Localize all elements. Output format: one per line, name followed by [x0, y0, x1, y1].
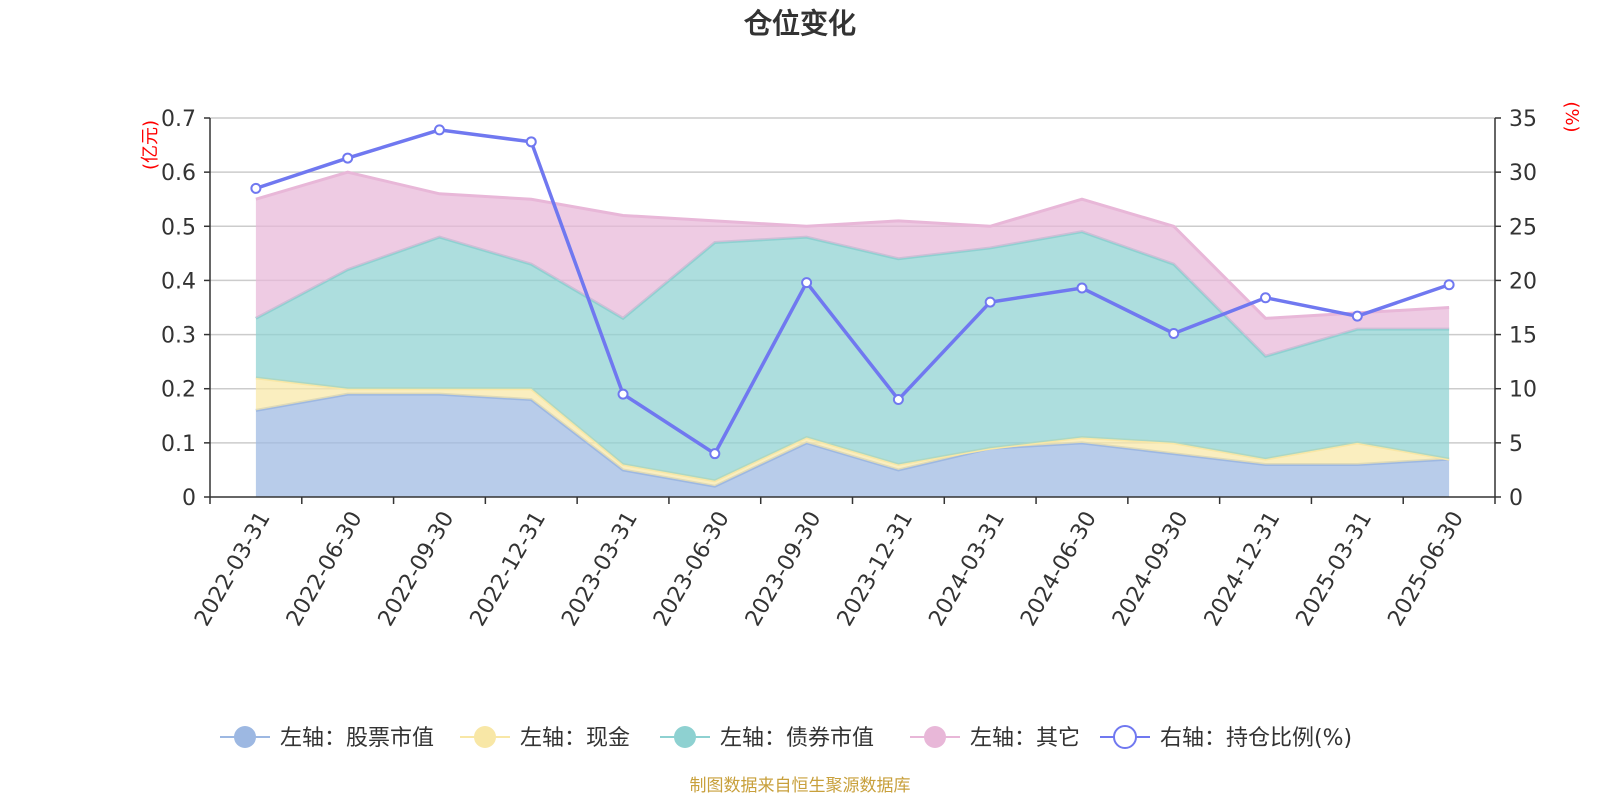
legend-item-5[interactable]: 右轴：持仓比例(%) [1100, 725, 1352, 751]
area-series-3[interactable] [255, 231, 1450, 481]
left-tick-label: 0.5 [161, 215, 196, 240]
left-tick-label: 0.7 [161, 107, 196, 132]
legend[interactable]: 左轴：股票市值 左轴：现金 左轴：债券市值 左轴：其它 右轴：持仓比例(%) [220, 725, 1352, 751]
x-tick-label: 2022-09-30 [374, 507, 460, 630]
legend-label: 左轴：债券市值 [720, 726, 874, 751]
x-tick-label: 2023-06-30 [649, 507, 735, 630]
x-tick-label: 2024-03-31 [924, 507, 1010, 630]
area-series-1[interactable] [255, 394, 1450, 497]
x-tick-label: 2022-06-30 [282, 507, 368, 630]
right-tick-label: 5 [1509, 432, 1523, 457]
left-tick-label: 0 [182, 486, 196, 511]
ratio-point[interactable] [433, 124, 445, 136]
x-tick-label: 2024-12-31 [1200, 507, 1286, 630]
legend-label: 左轴：其它 [970, 726, 1080, 751]
x-tick-label: 2022-12-31 [466, 507, 552, 630]
legend-item-2[interactable]: 左轴：现金 [460, 726, 630, 751]
legend-item-4[interactable]: 左轴：其它 [910, 726, 1080, 751]
legend-label: 右轴：持仓比例(%) [1160, 726, 1352, 751]
left-tick-label: 0.6 [161, 161, 196, 186]
legend-marker-icon [924, 726, 946, 748]
left-tick-label: 0.4 [161, 269, 196, 294]
ratio-point[interactable] [709, 448, 721, 460]
line-series [250, 124, 1455, 460]
x-tick-label: 2023-03-31 [557, 507, 643, 630]
x-tick-label: 2023-12-31 [833, 507, 919, 630]
source-text: 制图数据来自恒生聚源数据库 [690, 776, 911, 796]
ratio-point[interactable] [250, 182, 262, 194]
ratio-point[interactable] [801, 277, 813, 289]
right-tick-label: 25 [1509, 215, 1537, 240]
left-tick-label: 0.2 [161, 378, 196, 403]
left-tick-label: 0.3 [161, 324, 196, 349]
legend-item-3[interactable]: 左轴：债券市值 [660, 726, 874, 751]
ratio-point[interactable] [1351, 310, 1363, 322]
legend-marker-icon [234, 726, 256, 748]
ratio-point[interactable] [984, 296, 996, 308]
legend-marker-icon [674, 726, 696, 748]
x-tick-label: 2025-03-31 [1292, 507, 1378, 630]
ratio-point[interactable] [892, 394, 904, 406]
x-tick-label: 2024-09-30 [1108, 507, 1194, 630]
ratio-point[interactable] [1168, 327, 1180, 339]
right-tick-label: 15 [1509, 324, 1537, 349]
left-axis-unit: (亿元) [140, 120, 161, 170]
x-tick-label: 2025-06-30 [1383, 507, 1469, 630]
right-axis-unit: (%) [1561, 101, 1582, 132]
legend-label: 左轴：现金 [520, 726, 630, 751]
area-series [255, 170, 1450, 497]
legend-marker-icon [1113, 725, 1137, 749]
right-tick-label: 10 [1509, 378, 1537, 403]
ratio-point[interactable] [1443, 279, 1455, 291]
x-tick-label: 2024-06-30 [1016, 507, 1102, 630]
legend-item-1[interactable]: 左轴：股票市值 [220, 726, 434, 751]
legend-label: 左轴：股票市值 [280, 726, 434, 751]
ratio-line[interactable] [255, 128, 1450, 457]
right-tick-label: 35 [1509, 107, 1537, 132]
right-tick-label: 30 [1509, 161, 1537, 186]
x-tick-label: 2022-03-31 [190, 507, 276, 630]
area-series-4[interactable] [255, 172, 1450, 357]
right-tick-label: 20 [1509, 269, 1537, 294]
ratio-point[interactable] [525, 136, 537, 148]
ratio-point[interactable] [1076, 282, 1088, 294]
ratio-point[interactable] [342, 152, 354, 164]
right-tick-label: 0 [1509, 486, 1523, 511]
chart-title: 仓位变化 [744, 7, 856, 40]
left-tick-label: 0.1 [161, 432, 196, 457]
legend-marker-icon [474, 726, 496, 748]
ratio-point[interactable] [617, 388, 629, 400]
ratio-point[interactable] [1260, 292, 1272, 304]
x-tick-label: 2023-09-30 [741, 507, 827, 630]
